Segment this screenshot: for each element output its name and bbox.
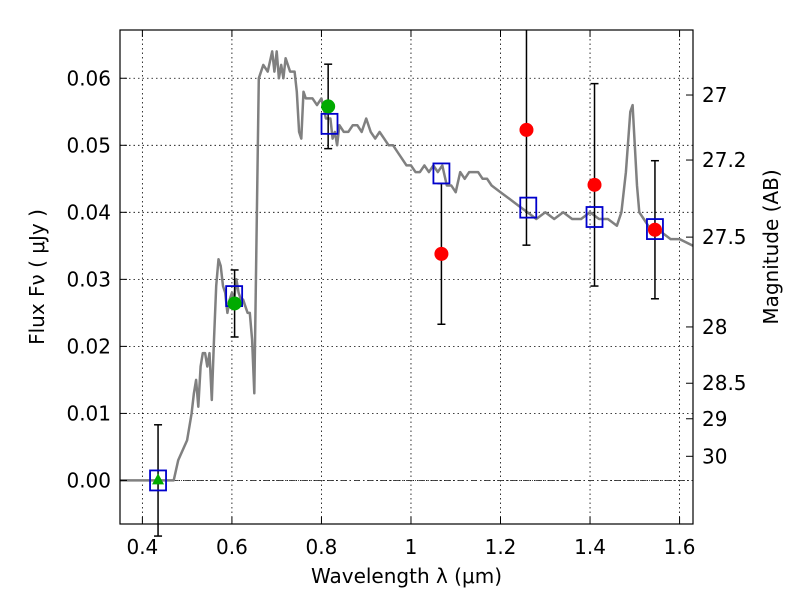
y2-tick-label: 27 (702, 83, 727, 107)
model-square (432, 162, 451, 185)
model-square (646, 218, 664, 240)
data-series (120, 30, 694, 537)
y-tick-label: 0.06 (66, 66, 111, 90)
data-point (227, 296, 242, 311)
x-tick-label: 1 (405, 535, 418, 559)
y2-tick-label: 29 (702, 407, 727, 431)
y2-tick-label: 28.5 (702, 371, 747, 395)
data-point (519, 122, 534, 137)
y-tick-label: 0.01 (66, 401, 111, 425)
axis-ticks: 0.4 0.6 0.8 1 1.2 1.4 1.6 0.00 0.01 0.02 0.03 0.04 0… (66, 30, 747, 559)
x-tick-label: 0.8 (306, 535, 338, 559)
x-tick-label: 0.4 (126, 535, 158, 559)
x-tick-label: 1.2 (485, 535, 517, 559)
y2-tick-label: 27.5 (702, 225, 747, 249)
x-tick-label: 1.6 (664, 535, 696, 559)
data-point (587, 177, 602, 192)
spectrum-line (120, 50, 694, 482)
model-square (519, 196, 538, 219)
y2-tick-label: 27.2 (702, 148, 747, 172)
y2-axis-label: Magnitude (AB) (759, 169, 783, 324)
y2-tick-label: 30 (702, 444, 727, 468)
y-axis-label: Flux Fν ( μJy ) (25, 209, 49, 345)
x-tick-label: 0.6 (216, 535, 248, 559)
model-square (320, 112, 339, 135)
upper-limit-triangle (152, 473, 165, 485)
x-axis-label: Wavelength λ (μm) (311, 564, 502, 588)
y-tick-label: 0.00 (66, 468, 111, 492)
data-point (434, 246, 449, 261)
model-square (585, 206, 604, 228)
model-square (149, 469, 167, 492)
y-tick-label: 0.05 (66, 133, 111, 157)
x-tick-label: 1.4 (574, 535, 606, 559)
y-tick-label: 0.04 (66, 200, 111, 224)
data-point (647, 222, 662, 237)
grid-lines (120, 30, 693, 524)
plot-frame (119, 29, 694, 525)
y2-tick-label: 28 (702, 315, 727, 339)
data-point (321, 99, 336, 114)
y-tick-label: 0.03 (66, 267, 111, 291)
y-tick-label: 0.02 (66, 334, 111, 358)
